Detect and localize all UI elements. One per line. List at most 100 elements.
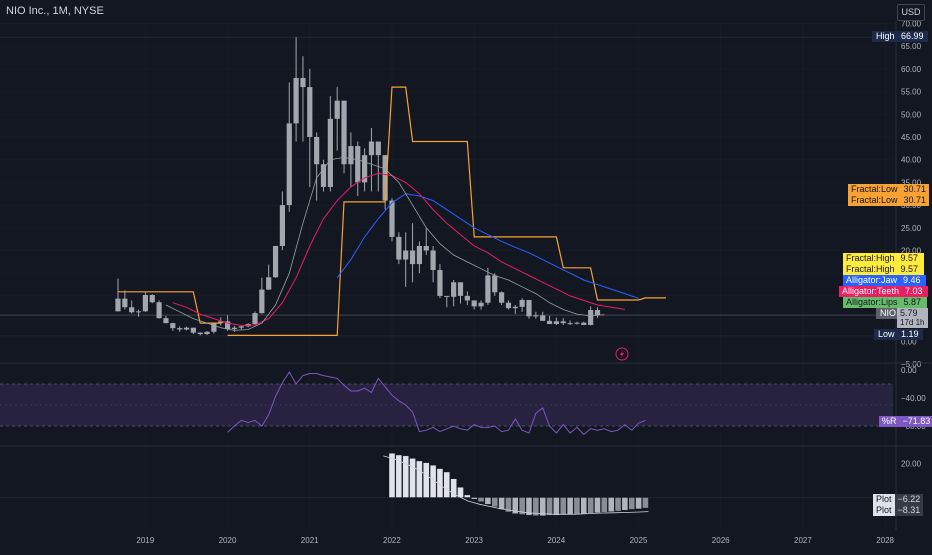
- candle-body: [492, 275, 498, 293]
- candle-body: [211, 323, 217, 332]
- currency-button[interactable]: USD: [897, 4, 925, 21]
- histogram-bar: [395, 454, 403, 498]
- fractal-low-badge-1: Fractal:Low 30.71: [848, 184, 930, 195]
- jaw-value: 9.46: [900, 275, 927, 286]
- candle-body: [170, 323, 176, 329]
- candle-body: [225, 321, 231, 330]
- nio-price: 5.79: [900, 308, 918, 318]
- candle-body: [259, 289, 265, 314]
- candle-body: [156, 302, 162, 319]
- candle-body: [122, 298, 128, 308]
- candle-body: [389, 200, 395, 237]
- low-value: 1.19: [897, 329, 923, 340]
- y-tick-label: 50.00: [901, 110, 922, 119]
- lightning-icon: [620, 350, 624, 358]
- x-tick-label: 2024: [547, 536, 565, 545]
- candle-body: [574, 322, 580, 324]
- x-tick-label: 2019: [136, 536, 154, 545]
- histogram-bar: [471, 497, 478, 500]
- lips-value: 5.87: [900, 297, 927, 308]
- candle-body: [526, 299, 532, 317]
- candle-body: [300, 77, 306, 88]
- candle-body: [409, 250, 416, 265]
- plot-badge-2: Plot −8.31: [873, 505, 924, 516]
- histogram-bar: [450, 478, 457, 498]
- histogram-bar: [477, 497, 485, 502]
- histogram-bar: [512, 497, 519, 514]
- osc-badge: %R −71.83: [879, 416, 932, 427]
- histogram-bar: [573, 497, 581, 515]
- candle-body: [266, 277, 272, 290]
- candle-body: [231, 327, 238, 330]
- candle-body: [512, 306, 518, 309]
- x-tick-label: 2023: [465, 536, 483, 545]
- candle-body: [540, 315, 546, 321]
- histogram-bar: [505, 497, 512, 513]
- teeth-badge: Alligator:Teeth 7.03: [839, 286, 929, 297]
- candle-body: [416, 245, 422, 265]
- candle-body: [197, 332, 203, 335]
- alligator-lips-line: [165, 156, 605, 331]
- candle-body: [594, 309, 601, 316]
- candle-body: [341, 100, 347, 165]
- histogram-bar: [402, 455, 409, 498]
- candle-body: [546, 320, 553, 325]
- y-tick-label: 20.00: [901, 247, 922, 256]
- candle-body: [348, 146, 354, 165]
- candle-body: [362, 155, 368, 183]
- candle-body: [183, 327, 190, 330]
- histogram-bar: [484, 497, 492, 505]
- fractal-low-label-2: Fractal:Low: [848, 195, 901, 206]
- x-tick-label: 2020: [219, 536, 237, 545]
- plot-label-2: Plot: [873, 505, 895, 516]
- histogram-bar: [491, 497, 498, 508]
- osc-y-tick-label: −40.00: [901, 394, 926, 403]
- y-tick-label: 60.00: [901, 65, 922, 74]
- jaw-badge: Alligator:Jaw 9.46: [843, 275, 927, 286]
- candle-body: [478, 302, 484, 307]
- candle-body: [505, 302, 512, 309]
- histogram-bar: [601, 497, 608, 513]
- candle-body: [485, 275, 491, 303]
- osc-label: %R: [879, 416, 900, 427]
- candle-body: [238, 326, 244, 328]
- plot-badge-1: Plot −6.22: [873, 494, 924, 505]
- histogram-bar: [539, 497, 546, 517]
- fractal-low-value-2: 30.71: [900, 195, 930, 206]
- candle-body: [382, 155, 388, 201]
- histogram-bar: [614, 497, 622, 512]
- chart-title: NIO Inc., 1M, NYSE: [6, 5, 104, 17]
- candle-body: [444, 295, 450, 297]
- candle-body: [567, 323, 573, 325]
- high-value: 66.99: [897, 31, 928, 42]
- histogram-bar: [587, 497, 594, 514]
- candle-body: [499, 292, 505, 303]
- fractal-high-label-2: Fractal:High: [843, 264, 898, 275]
- lips-badge: Alligator:Lips 5.87: [843, 297, 927, 308]
- teeth-label: Alligator:Teeth: [839, 286, 903, 297]
- candle-body: [355, 146, 361, 183]
- candle-body: [437, 270, 443, 296]
- nio-label: NIO: [876, 308, 901, 319]
- candle-body: [149, 294, 155, 303]
- fractal-high-label-1: Fractal:High: [843, 253, 898, 264]
- candle-body: [177, 328, 183, 330]
- fractal-low-value-1: 30.71: [900, 184, 930, 195]
- histogram-bar: [628, 497, 635, 510]
- candle-body: [190, 327, 196, 333]
- candle-body: [581, 322, 587, 325]
- osc-y-tick-label: 0.00: [901, 366, 917, 375]
- candle-body: [115, 298, 121, 312]
- histogram-bar: [518, 497, 526, 515]
- alligator-jaw-line: [336, 193, 639, 299]
- candle-body: [286, 123, 292, 206]
- histogram-bar: [546, 497, 553, 516]
- histogram-bar: [423, 462, 430, 498]
- osc-value: −71.83: [899, 416, 932, 427]
- histogram-bar: [566, 497, 574, 515]
- candle-body: [375, 141, 381, 156]
- y-tick-label: 65.00: [901, 42, 922, 51]
- candle-body: [129, 307, 135, 313]
